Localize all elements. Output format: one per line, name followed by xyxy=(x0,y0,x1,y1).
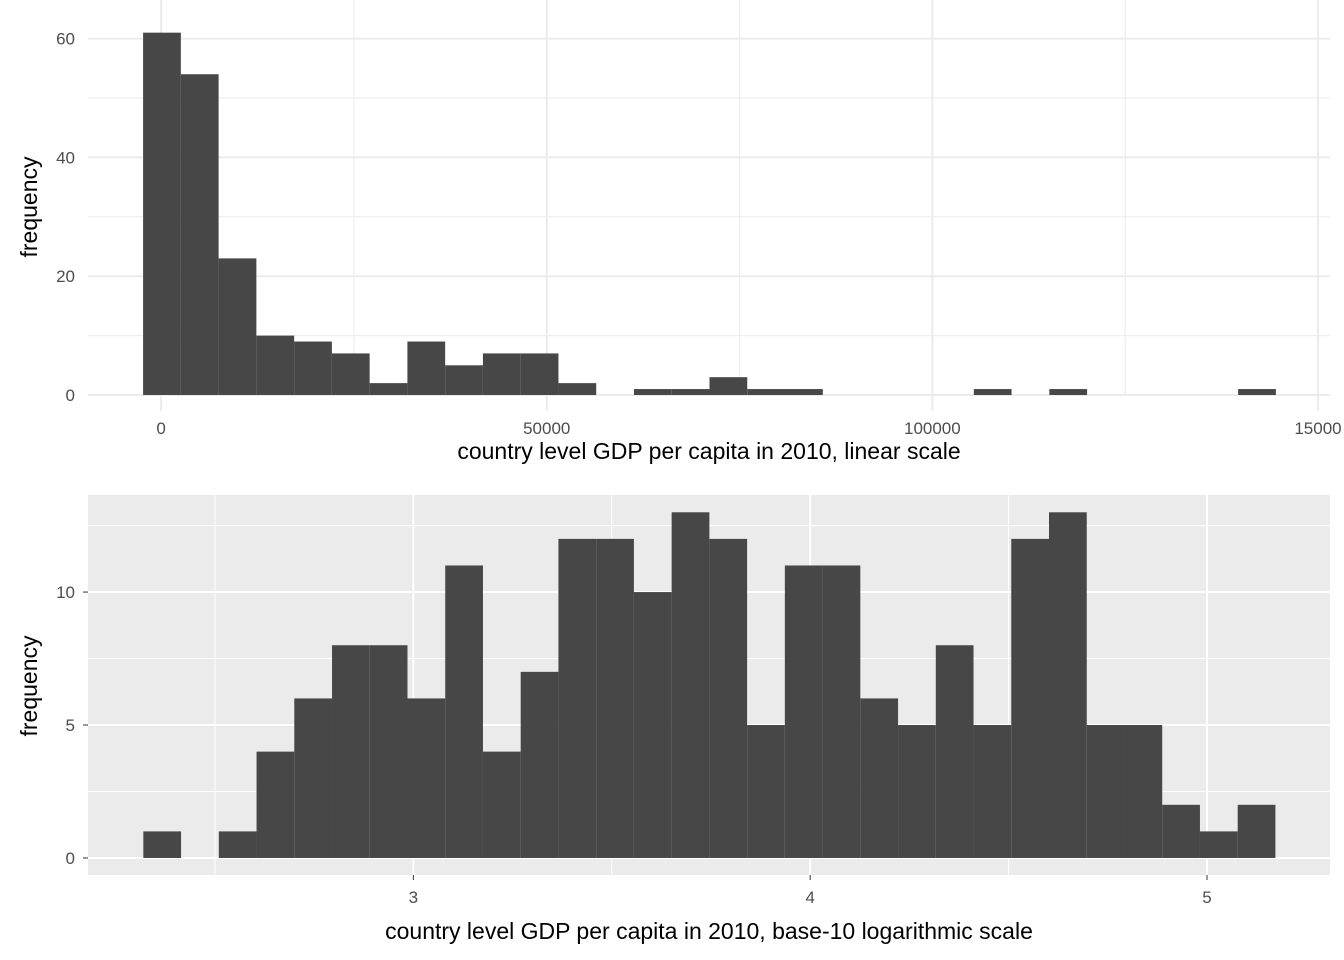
histogram-bar xyxy=(143,831,182,858)
histogram-bar xyxy=(1049,389,1088,395)
x-tick-label: 4 xyxy=(805,888,814,907)
panel-background xyxy=(88,0,1330,395)
x-tick-label: 0 xyxy=(156,419,165,438)
histogram-bar xyxy=(747,389,786,395)
histogram-bar xyxy=(369,645,408,858)
x-tick-label: 15000 xyxy=(1294,419,1341,438)
histogram-bar xyxy=(520,671,559,858)
y-tick-label: 5 xyxy=(66,716,75,735)
x-tick-label: 100000 xyxy=(904,419,961,438)
histogram-bar xyxy=(596,538,634,858)
histogram-bar xyxy=(633,592,672,858)
histogram-bar xyxy=(218,831,257,858)
histogram-bar xyxy=(331,353,370,395)
histogram-bar xyxy=(369,383,408,395)
histogram-bar xyxy=(747,725,785,858)
histogram-bar xyxy=(671,512,710,858)
histogram-bar xyxy=(407,698,446,858)
y-tick-label: 10 xyxy=(56,583,75,602)
x-tick-label: 5 xyxy=(1202,888,1211,907)
histogram-bar xyxy=(445,365,483,395)
log-histogram-panel: 3 4 5 0 5 10 xyxy=(56,495,1330,907)
histogram-bar xyxy=(898,725,936,858)
histogram-bar xyxy=(785,389,823,395)
histogram-bar xyxy=(482,353,521,395)
histogram-bar xyxy=(407,341,446,395)
y-tick-label: 40 xyxy=(56,148,75,167)
histogram-bar xyxy=(482,751,521,858)
histogram-bar xyxy=(558,538,597,858)
histogram-bar xyxy=(973,725,1012,858)
histogram-bar xyxy=(180,74,219,396)
histogram-bar xyxy=(822,565,861,858)
histogram-bar xyxy=(143,32,181,395)
histogram-bar xyxy=(784,565,823,858)
y-tick-label: 60 xyxy=(56,30,75,49)
histogram-bar xyxy=(1162,804,1200,858)
histogram-bar xyxy=(1049,512,1087,858)
histogram-bar xyxy=(935,645,974,858)
histogram-bar xyxy=(1086,725,1125,858)
histogram-bar xyxy=(671,389,710,395)
histogram-bar xyxy=(294,698,333,858)
histogram-bar xyxy=(633,389,672,395)
histogram-bar xyxy=(256,751,295,858)
linear-x-axis-title: country level GDP per capita in 2010, li… xyxy=(457,438,960,464)
linear-y-axis-title: frequency xyxy=(16,156,42,258)
histogram-bar xyxy=(709,538,748,858)
histogram-bar xyxy=(1199,831,1238,858)
histogram-bar xyxy=(294,341,332,395)
histogram-bar xyxy=(860,698,899,858)
log-x-axis-title: country level GDP per capita in 2010, ba… xyxy=(385,918,1033,944)
log-y-axis-title: frequency xyxy=(16,635,42,737)
histogram-bar xyxy=(1124,725,1163,858)
histogram-bar xyxy=(709,377,748,395)
histogram-bar xyxy=(218,258,257,395)
histogram-bar xyxy=(1237,804,1276,858)
histogram-bar xyxy=(332,645,370,858)
y-tick-label: 0 xyxy=(66,386,75,405)
histogram-bar xyxy=(558,383,597,395)
histogram-bar xyxy=(1238,389,1276,395)
x-tick-label: 3 xyxy=(409,888,418,907)
y-tick-label: 20 xyxy=(56,267,75,286)
histogram-bar xyxy=(1011,538,1050,858)
y-tick-label: 0 xyxy=(66,849,75,868)
x-tick-label: 50000 xyxy=(523,419,570,438)
histogram-bar xyxy=(520,353,559,395)
histogram-bar xyxy=(973,389,1012,395)
histogram-bar xyxy=(445,565,483,858)
histogram-bar xyxy=(256,335,295,395)
